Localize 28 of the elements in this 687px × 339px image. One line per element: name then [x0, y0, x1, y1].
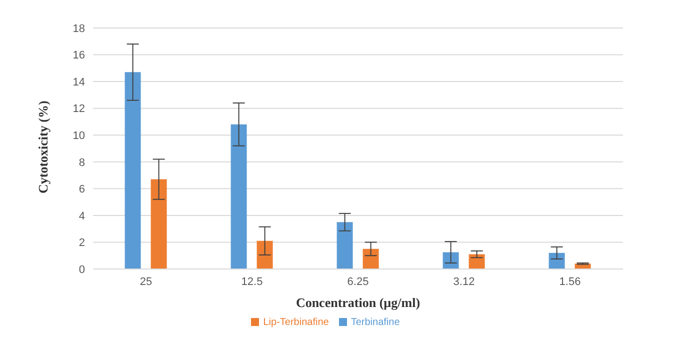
y-tick-label: 8 — [78, 156, 85, 169]
y-tick-label: 18 — [72, 22, 85, 35]
bar — [230, 124, 247, 269]
legend-label: Lip-Terbinafine — [263, 317, 329, 328]
legend-label: Terbinafine — [350, 317, 400, 328]
y-tick-label: 16 — [72, 50, 85, 62]
y-tick-label: 2 — [78, 237, 85, 250]
bar — [442, 252, 459, 269]
bar — [256, 240, 273, 269]
x-tick-label: 25 — [140, 276, 152, 288]
x-tick-label: 12.5 — [241, 276, 263, 288]
bar — [362, 248, 379, 269]
y-tick-label: 6 — [78, 184, 85, 196]
y-axis-title: Cytotoxicity (%) — [36, 100, 51, 194]
x-tick-label: 1.56 — [559, 276, 581, 288]
y-tick-label: 12 — [72, 103, 85, 116]
x-axis-title: Concentration (µg/ml) — [296, 295, 420, 310]
y-tick-label: 10 — [72, 130, 85, 142]
y-tick-label: 14 — [72, 76, 85, 88]
y-tick-label: 0 — [78, 264, 85, 276]
bar — [124, 72, 141, 269]
x-tick-label: 6.25 — [347, 276, 369, 288]
bar — [468, 254, 485, 269]
bar — [336, 222, 353, 269]
y-tick-label: 4 — [78, 210, 85, 222]
x-tick-label: 3.12 — [453, 276, 475, 288]
bar — [150, 179, 167, 269]
bar — [548, 252, 565, 269]
